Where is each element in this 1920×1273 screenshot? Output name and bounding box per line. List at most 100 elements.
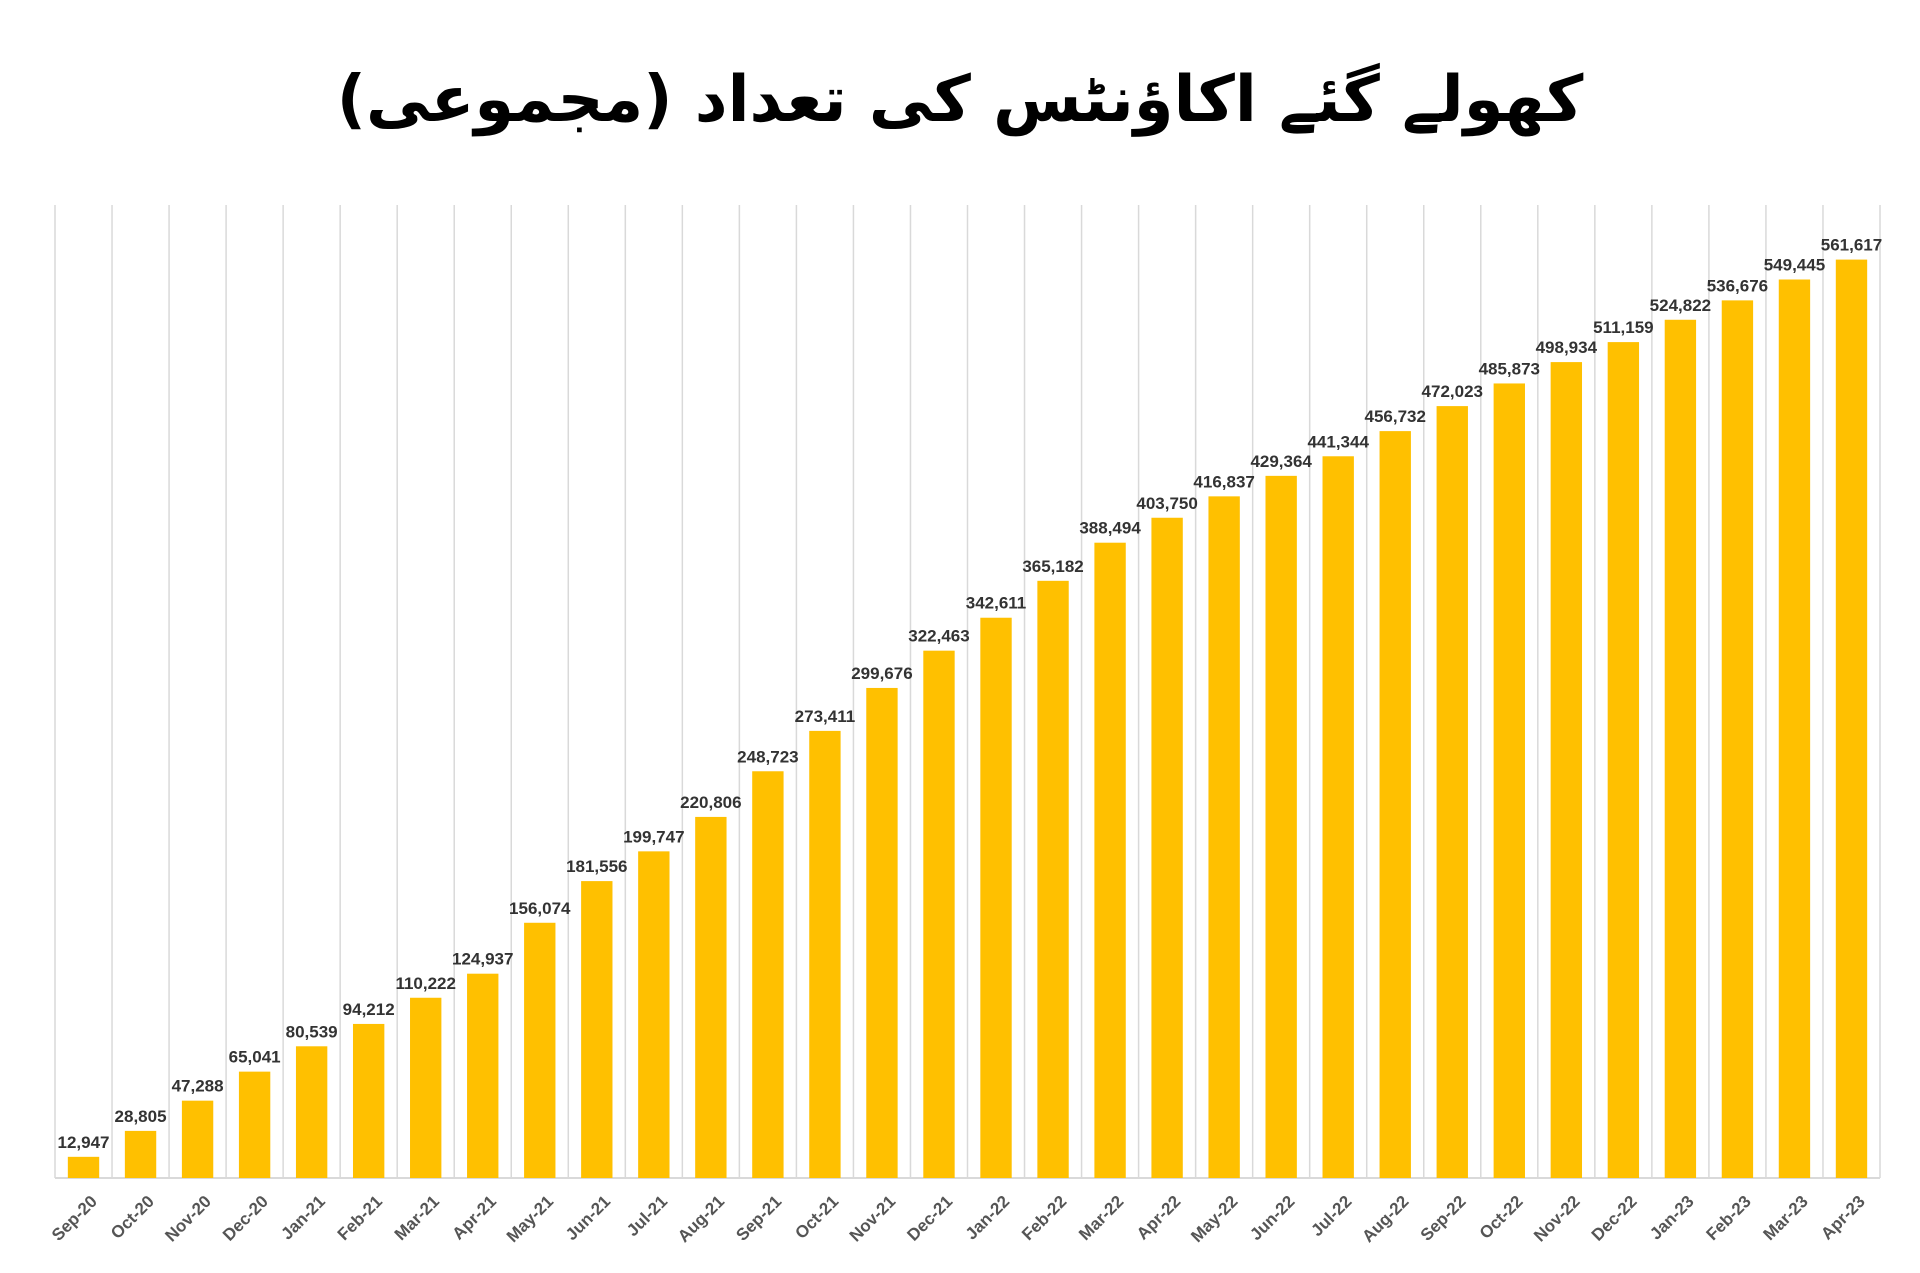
- bar-apr-22: [1151, 517, 1183, 1178]
- data-label: 485,873: [1479, 359, 1540, 378]
- x-tick-label: Oct-22: [1476, 1192, 1527, 1243]
- data-label: 561,617: [1821, 236, 1882, 255]
- x-tick-label: Dec-21: [903, 1192, 956, 1245]
- x-tick-label: Mar-21: [391, 1192, 443, 1244]
- x-tick-label: May-22: [1187, 1192, 1241, 1246]
- data-label: 28,805: [115, 1107, 167, 1126]
- bar-nov-22: [1550, 362, 1583, 1178]
- x-tick-label: Jun-21: [562, 1192, 614, 1244]
- data-label: 429,364: [1250, 452, 1312, 471]
- bar-sep-22: [1436, 406, 1468, 1178]
- x-tick-label: Jun-22: [1246, 1192, 1298, 1244]
- data-label: 248,723: [737, 747, 798, 766]
- data-label: 441,344: [1307, 432, 1369, 451]
- x-tick-label: Jul-21: [623, 1192, 671, 1240]
- data-label: 110,222: [395, 974, 456, 993]
- bar-apr-23: [1835, 259, 1868, 1178]
- data-label: 416,837: [1193, 472, 1254, 491]
- x-tick-label: Nov-21: [846, 1192, 900, 1246]
- bar-nov-21: [866, 687, 898, 1178]
- data-labels: 12,947 28,805 47,288 65,041 80,539 94,212110,…: [58, 236, 1883, 1152]
- bar-may-22: [1208, 496, 1240, 1179]
- data-label: 549,445: [1764, 255, 1825, 274]
- data-label: 12,947: [58, 1133, 110, 1152]
- x-tick-label: Aug-22: [1358, 1192, 1412, 1246]
- x-tick-label: Oct-20: [107, 1192, 158, 1243]
- x-tick-label: Nov-22: [1530, 1192, 1584, 1246]
- bar-jun-22: [1265, 475, 1297, 1178]
- bar-dec-20: [238, 1071, 271, 1178]
- data-label: 524,822: [1650, 296, 1711, 315]
- data-label: 220,806: [680, 793, 741, 812]
- bar-dec-21: [923, 650, 955, 1178]
- x-tick-label: Sep-21: [732, 1192, 785, 1245]
- bar-may-21: [524, 922, 556, 1178]
- x-tick-label: Jul-22: [1307, 1192, 1355, 1240]
- x-tick-label: Mar-22: [1075, 1192, 1127, 1244]
- data-label: 156,074: [509, 899, 571, 918]
- bar-feb-23: [1721, 300, 1754, 1178]
- x-tick-label: Jan-23: [1646, 1192, 1698, 1244]
- data-label: 365,182: [1022, 557, 1083, 576]
- bar-jan-21: [295, 1046, 328, 1178]
- chart-title: کھولے گئے اکاؤنٹس کی تعداد (مجموعی): [336, 63, 1584, 137]
- x-tick-label: May-21: [503, 1192, 557, 1246]
- data-label: 342,611: [966, 594, 1027, 613]
- bar-aug-21: [695, 816, 727, 1178]
- bar-oct-21: [809, 730, 841, 1178]
- x-tick-label: Aug-21: [674, 1192, 728, 1246]
- x-tick-label: Feb-23: [1703, 1192, 1755, 1244]
- bar-aug-22: [1379, 431, 1411, 1178]
- bar-feb-22: [1037, 580, 1069, 1178]
- x-tick-label: Jan-21: [277, 1192, 329, 1244]
- x-tick-label: Apr-23: [1817, 1192, 1869, 1244]
- gridlines: [54, 205, 1881, 1179]
- bar-jan-22: [980, 617, 1012, 1178]
- bar-sep-20: [67, 1156, 100, 1178]
- x-tick-label: Nov-20: [161, 1192, 215, 1246]
- data-label: 536,676: [1707, 276, 1768, 295]
- bar-jul-22: [1322, 456, 1354, 1178]
- data-label: 94,212: [343, 1000, 395, 1019]
- data-label: 80,539: [286, 1022, 338, 1041]
- x-tick-label: Oct-21: [791, 1192, 842, 1243]
- x-axis-tick-labels: Sep-20 Oct-20 Nov-20 Dec-20 Jan-21 Feb-21 Mar-…: [48, 1192, 1869, 1246]
- x-tick-label: Sep-22: [1417, 1192, 1470, 1245]
- x-tick-label: Dec-22: [1588, 1192, 1641, 1245]
- data-label: 47,288: [172, 1077, 224, 1096]
- x-tick-label: Sep-20: [48, 1192, 101, 1245]
- data-label: 273,411: [795, 707, 856, 726]
- bar-feb-21: [352, 1023, 385, 1178]
- bar-apr-21: [467, 973, 499, 1178]
- x-tick-label: Feb-21: [334, 1192, 386, 1244]
- bar-oct-20: [124, 1130, 157, 1178]
- bar-nov-20: [181, 1100, 214, 1178]
- x-tick-label: Apr-21: [449, 1192, 501, 1244]
- data-label: 511,159: [1593, 318, 1654, 337]
- x-tick-label: Dec-20: [219, 1192, 272, 1245]
- data-label: 403,750: [1136, 494, 1197, 513]
- data-label: 199,747: [623, 827, 684, 846]
- bar-sep-21: [752, 771, 784, 1178]
- data-label: 65,041: [229, 1048, 281, 1067]
- data-label: 322,463: [908, 627, 969, 646]
- data-label: 472,023: [1422, 382, 1483, 401]
- data-label: 388,494: [1079, 519, 1141, 538]
- data-label: 498,934: [1536, 338, 1598, 357]
- bar-oct-22: [1493, 383, 1525, 1179]
- bar-dec-22: [1607, 342, 1640, 1178]
- bar-mar-21: [410, 997, 442, 1178]
- data-label: 181,556: [566, 857, 627, 876]
- data-label: 124,937: [452, 950, 513, 969]
- bars: [67, 259, 1868, 1179]
- bar-jan-23: [1664, 319, 1697, 1178]
- data-label: 456,732: [1365, 407, 1426, 426]
- bar-jun-21: [581, 881, 613, 1178]
- x-tick-label: Mar-23: [1760, 1192, 1812, 1244]
- bar-mar-22: [1094, 542, 1126, 1178]
- x-tick-label: Feb-22: [1018, 1192, 1070, 1244]
- bar-mar-23: [1778, 279, 1811, 1178]
- bar-jul-21: [638, 851, 670, 1178]
- x-tick-label: Apr-22: [1133, 1192, 1185, 1244]
